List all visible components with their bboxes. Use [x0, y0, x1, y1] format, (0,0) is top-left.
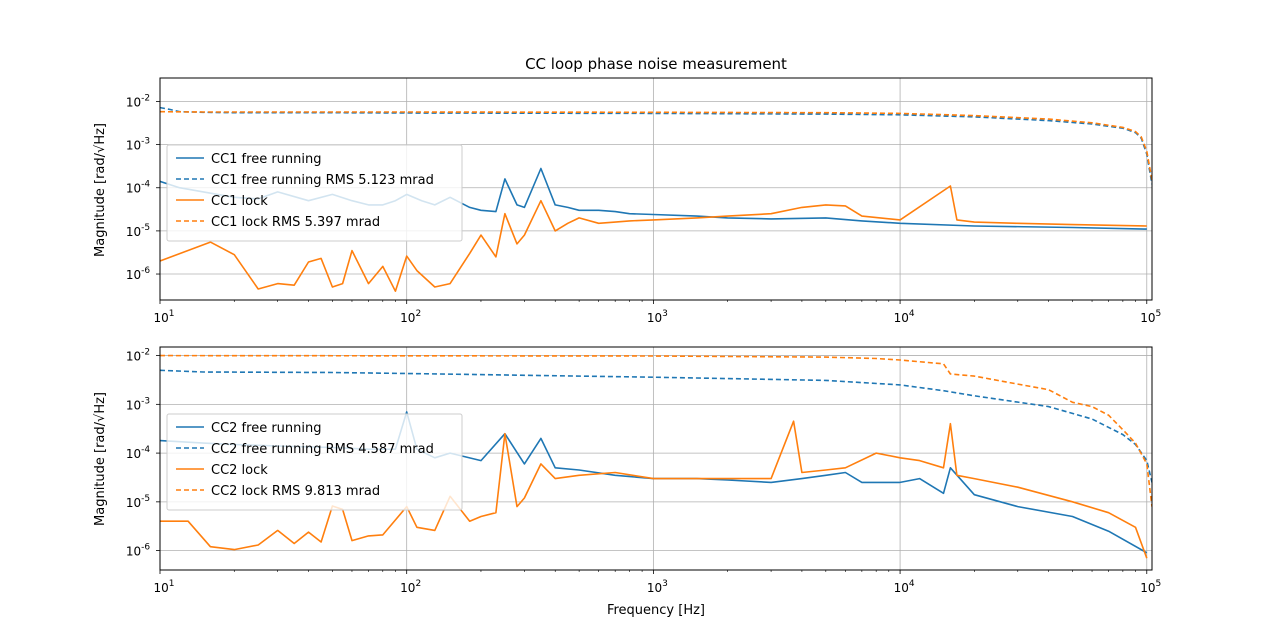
legend-label: CC2 free running RMS 4.587 mrad — [211, 442, 434, 457]
plot-frame — [159, 346, 1153, 571]
legend-label: CC1 lock — [211, 194, 268, 209]
series-line — [160, 420, 1148, 559]
x-tick-label: 101 — [153, 579, 174, 595]
x-axis-label: Frequency [Hz] — [607, 603, 705, 618]
legend-box — [166, 413, 463, 511]
y-axis-label-top: Magnitude [rad/√Hz] — [93, 123, 108, 257]
y-tick-label: 10-3 — [126, 137, 150, 153]
legend-label: CC2 free running — [211, 421, 322, 436]
legend-label: CC1 lock RMS 5.397 mrad — [211, 215, 380, 230]
x-tick-label: 102 — [400, 579, 421, 595]
y-tick-label: 10-5 — [126, 223, 150, 239]
y-axis-label-bottom: Magnitude [rad/√Hz] — [93, 392, 108, 526]
series-line — [160, 354, 1152, 507]
series-line — [160, 110, 1152, 181]
series-line — [160, 185, 1147, 293]
x-tick-label: 103 — [647, 309, 668, 325]
x-tick-label: 102 — [400, 309, 421, 325]
series-line — [160, 369, 1152, 483]
x-tick-label: 104 — [894, 309, 915, 325]
plot-frame — [159, 77, 1153, 301]
x-tick-label: 101 — [153, 309, 174, 325]
legend-label: CC1 free running RMS 5.123 mrad — [211, 173, 434, 188]
y-tick-label: 10-5 — [126, 494, 150, 510]
legend-label: CC2 lock — [211, 463, 268, 478]
legend-box — [166, 144, 463, 242]
legend-label: CC1 free running — [211, 152, 322, 167]
y-tick-label: 10-4 — [126, 445, 151, 461]
bottom-panel: 101 102 103 104 105 10-6 10-5 10-4 10-3 10-2 CC2 f… — [126, 346, 1161, 595]
x-tick-label: 105 — [1140, 309, 1161, 325]
top-panel: 101 102 103 104 105 10-6 10-5 10-4 10-3 10-2 CC1 f… — [126, 77, 1161, 325]
x-tick-label: 104 — [894, 579, 915, 595]
y-tick-label: 10-4 — [126, 180, 151, 196]
y-tick-label: 10-3 — [126, 396, 150, 412]
legend-label: CC2 lock RMS 9.813 mrad — [211, 484, 380, 499]
y-tick-label: 10-6 — [126, 266, 151, 282]
y-tick-label: 10-2 — [126, 348, 150, 364]
x-tick-label: 103 — [647, 579, 668, 595]
chart-title: CC loop phase noise measurement — [525, 55, 787, 73]
x-tick-label: 105 — [1140, 579, 1161, 595]
y-tick-label: 10-2 — [126, 93, 150, 109]
y-tick-label: 10-6 — [126, 543, 151, 559]
